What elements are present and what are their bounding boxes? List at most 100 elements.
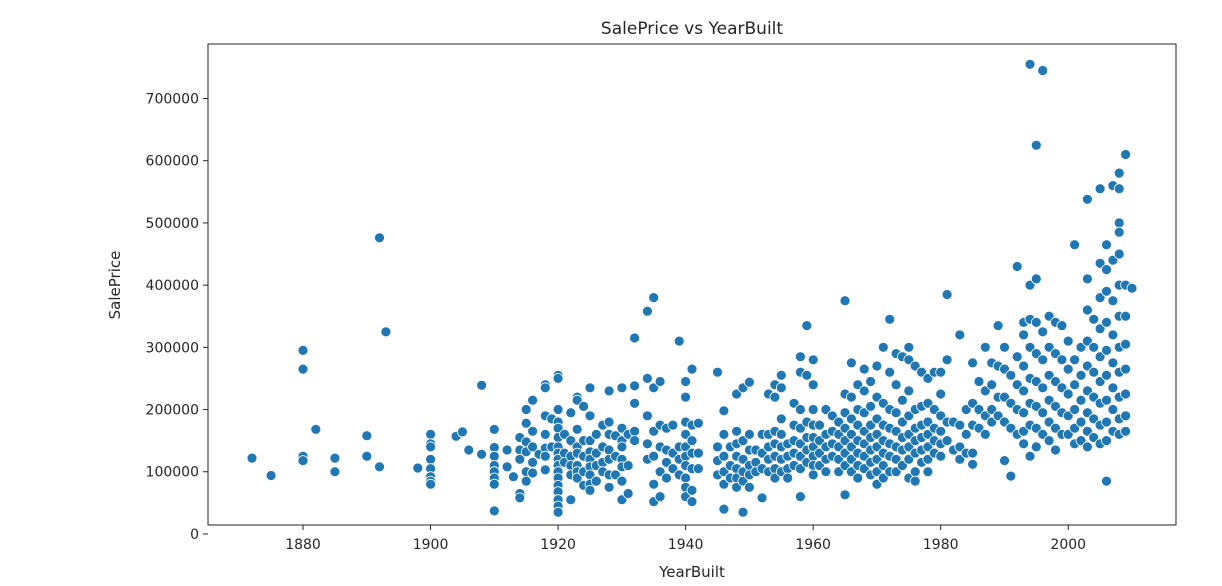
chart-title: SalePrice vs YearBuilt xyxy=(601,19,783,39)
data-point xyxy=(680,376,691,387)
data-point xyxy=(718,450,730,462)
data-point xyxy=(890,407,902,419)
data-point xyxy=(1101,475,1112,487)
data-point xyxy=(508,471,519,483)
data-point xyxy=(476,448,488,460)
y-tick-label: 300000 xyxy=(146,340,199,356)
data-point xyxy=(807,469,819,481)
data-point xyxy=(329,466,341,478)
data-point xyxy=(871,360,883,372)
data-point xyxy=(731,425,742,437)
data-point xyxy=(884,313,896,325)
data-point xyxy=(1107,382,1119,394)
data-point xyxy=(1030,441,1042,453)
data-point xyxy=(1120,149,1131,160)
data-point xyxy=(1120,425,1131,437)
data-point xyxy=(858,385,870,397)
data-point xyxy=(775,428,787,440)
data-point xyxy=(552,372,564,384)
data-point xyxy=(1024,450,1036,462)
data-point xyxy=(1005,470,1017,482)
data-point xyxy=(680,472,691,484)
data-point xyxy=(1094,257,1106,269)
data-point xyxy=(584,382,596,394)
data-point xyxy=(667,419,679,431)
data-point xyxy=(603,416,615,428)
data-point xyxy=(648,382,660,394)
data-point xyxy=(1107,357,1119,369)
data-point xyxy=(584,484,596,496)
data-point xyxy=(839,295,851,307)
data-point xyxy=(425,441,437,453)
data-point xyxy=(954,329,966,341)
data-point xyxy=(1069,239,1080,251)
data-point xyxy=(310,423,322,435)
data-point xyxy=(1113,226,1125,238)
data-point xyxy=(820,404,832,415)
data-point xyxy=(488,478,500,490)
data-point xyxy=(807,354,819,366)
data-point xyxy=(1037,407,1049,419)
data-point xyxy=(616,382,628,394)
data-point xyxy=(361,450,373,462)
data-point xyxy=(1107,329,1119,341)
data-point xyxy=(941,289,953,300)
data-point xyxy=(935,425,947,437)
data-point xyxy=(967,447,978,459)
data-point xyxy=(527,441,538,453)
data-point xyxy=(1043,435,1055,447)
data-point xyxy=(648,292,660,304)
data-point xyxy=(1088,341,1100,353)
data-point xyxy=(654,491,666,503)
data-point xyxy=(693,417,704,429)
data-point xyxy=(616,475,628,487)
data-point xyxy=(1101,369,1112,381)
data-point xyxy=(858,363,870,375)
data-point xyxy=(1120,363,1131,375)
data-point xyxy=(527,425,538,437)
data-point xyxy=(801,369,813,381)
data-point xyxy=(999,341,1010,353)
data-point xyxy=(858,407,870,419)
data-point xyxy=(744,428,755,440)
data-point xyxy=(1011,261,1023,272)
data-point xyxy=(297,363,309,375)
data-point xyxy=(935,366,947,378)
data-point xyxy=(1126,282,1138,294)
data-point xyxy=(1069,379,1080,391)
data-point xyxy=(1101,316,1112,328)
data-point xyxy=(661,472,672,484)
data-point xyxy=(795,351,806,363)
data-point xyxy=(622,460,634,471)
x-tick-label: 1980 xyxy=(923,537,959,553)
data-point xyxy=(565,435,577,447)
data-point xyxy=(539,382,551,394)
data-point xyxy=(960,428,972,440)
data-point xyxy=(979,341,991,353)
data-point xyxy=(520,417,532,429)
data-point xyxy=(1082,273,1093,285)
data-point xyxy=(1062,335,1074,347)
data-point xyxy=(571,423,583,435)
data-point xyxy=(820,466,832,478)
data-point xyxy=(941,354,953,366)
data-point xyxy=(1107,295,1119,307)
data-point xyxy=(686,363,698,375)
data-point xyxy=(782,472,794,484)
x-tick-label: 1880 xyxy=(285,537,321,553)
data-point xyxy=(1050,444,1061,456)
data-point xyxy=(686,484,698,496)
data-point xyxy=(1120,310,1131,322)
data-point xyxy=(807,404,819,415)
data-point xyxy=(456,426,468,438)
data-point xyxy=(1101,435,1112,447)
data-point xyxy=(877,341,889,353)
data-point xyxy=(967,458,978,470)
data-point xyxy=(935,450,947,462)
data-point xyxy=(629,380,640,392)
data-point xyxy=(718,428,730,440)
data-point xyxy=(539,428,551,440)
data-point xyxy=(361,430,373,442)
data-point xyxy=(903,410,915,422)
